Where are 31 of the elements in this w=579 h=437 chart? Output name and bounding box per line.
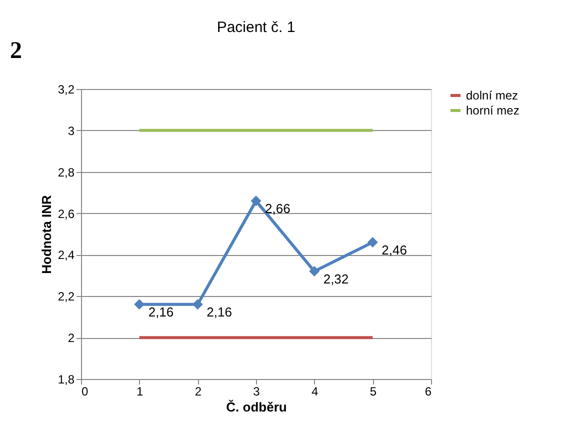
y-tick-label: 3 — [68, 124, 75, 138]
data-label: 2,32 — [323, 271, 349, 286]
data-label: 2,16 — [206, 304, 232, 320]
x-tick-label: 6 — [424, 384, 432, 398]
legend-label: horní mez — [466, 104, 520, 118]
y-tick-label: 2,8 — [58, 165, 75, 180]
x-tick-label: 4 — [311, 384, 318, 398]
y-tick-label: 1,8 — [58, 372, 75, 386]
y-tick-label: 2,2 — [58, 290, 75, 304]
y-axis-title: Hodnota INR — [38, 194, 54, 274]
x-axis-title: Č. odběru — [226, 400, 287, 414]
chart-title: Pacient č. 1 — [216, 19, 296, 36]
x-tick-label: 2 — [194, 384, 202, 398]
x-tick-label: 3 — [253, 384, 260, 398]
point — [250, 196, 262, 206]
y-tick-label: 2 — [68, 331, 75, 346]
legend-label: dolní mez — [466, 88, 518, 102]
point — [309, 266, 320, 277]
point — [192, 299, 203, 310]
x-tick-label: 0 — [82, 384, 88, 398]
data-label: 2,66 — [265, 200, 290, 216]
x-tick-label: 1 — [136, 384, 144, 398]
point — [134, 299, 145, 310]
data-label: 2,16 — [148, 304, 174, 320]
point — [367, 237, 378, 248]
y-tick-label: 2,6 — [58, 206, 75, 221]
text: 2 — [10, 38, 22, 64]
data-label: 2,46 — [382, 242, 407, 258]
x-tick-label: 5 — [370, 384, 377, 398]
y-tick-label: 2,4 — [58, 248, 75, 262]
y-tick-label: 3,2 — [58, 82, 75, 96]
